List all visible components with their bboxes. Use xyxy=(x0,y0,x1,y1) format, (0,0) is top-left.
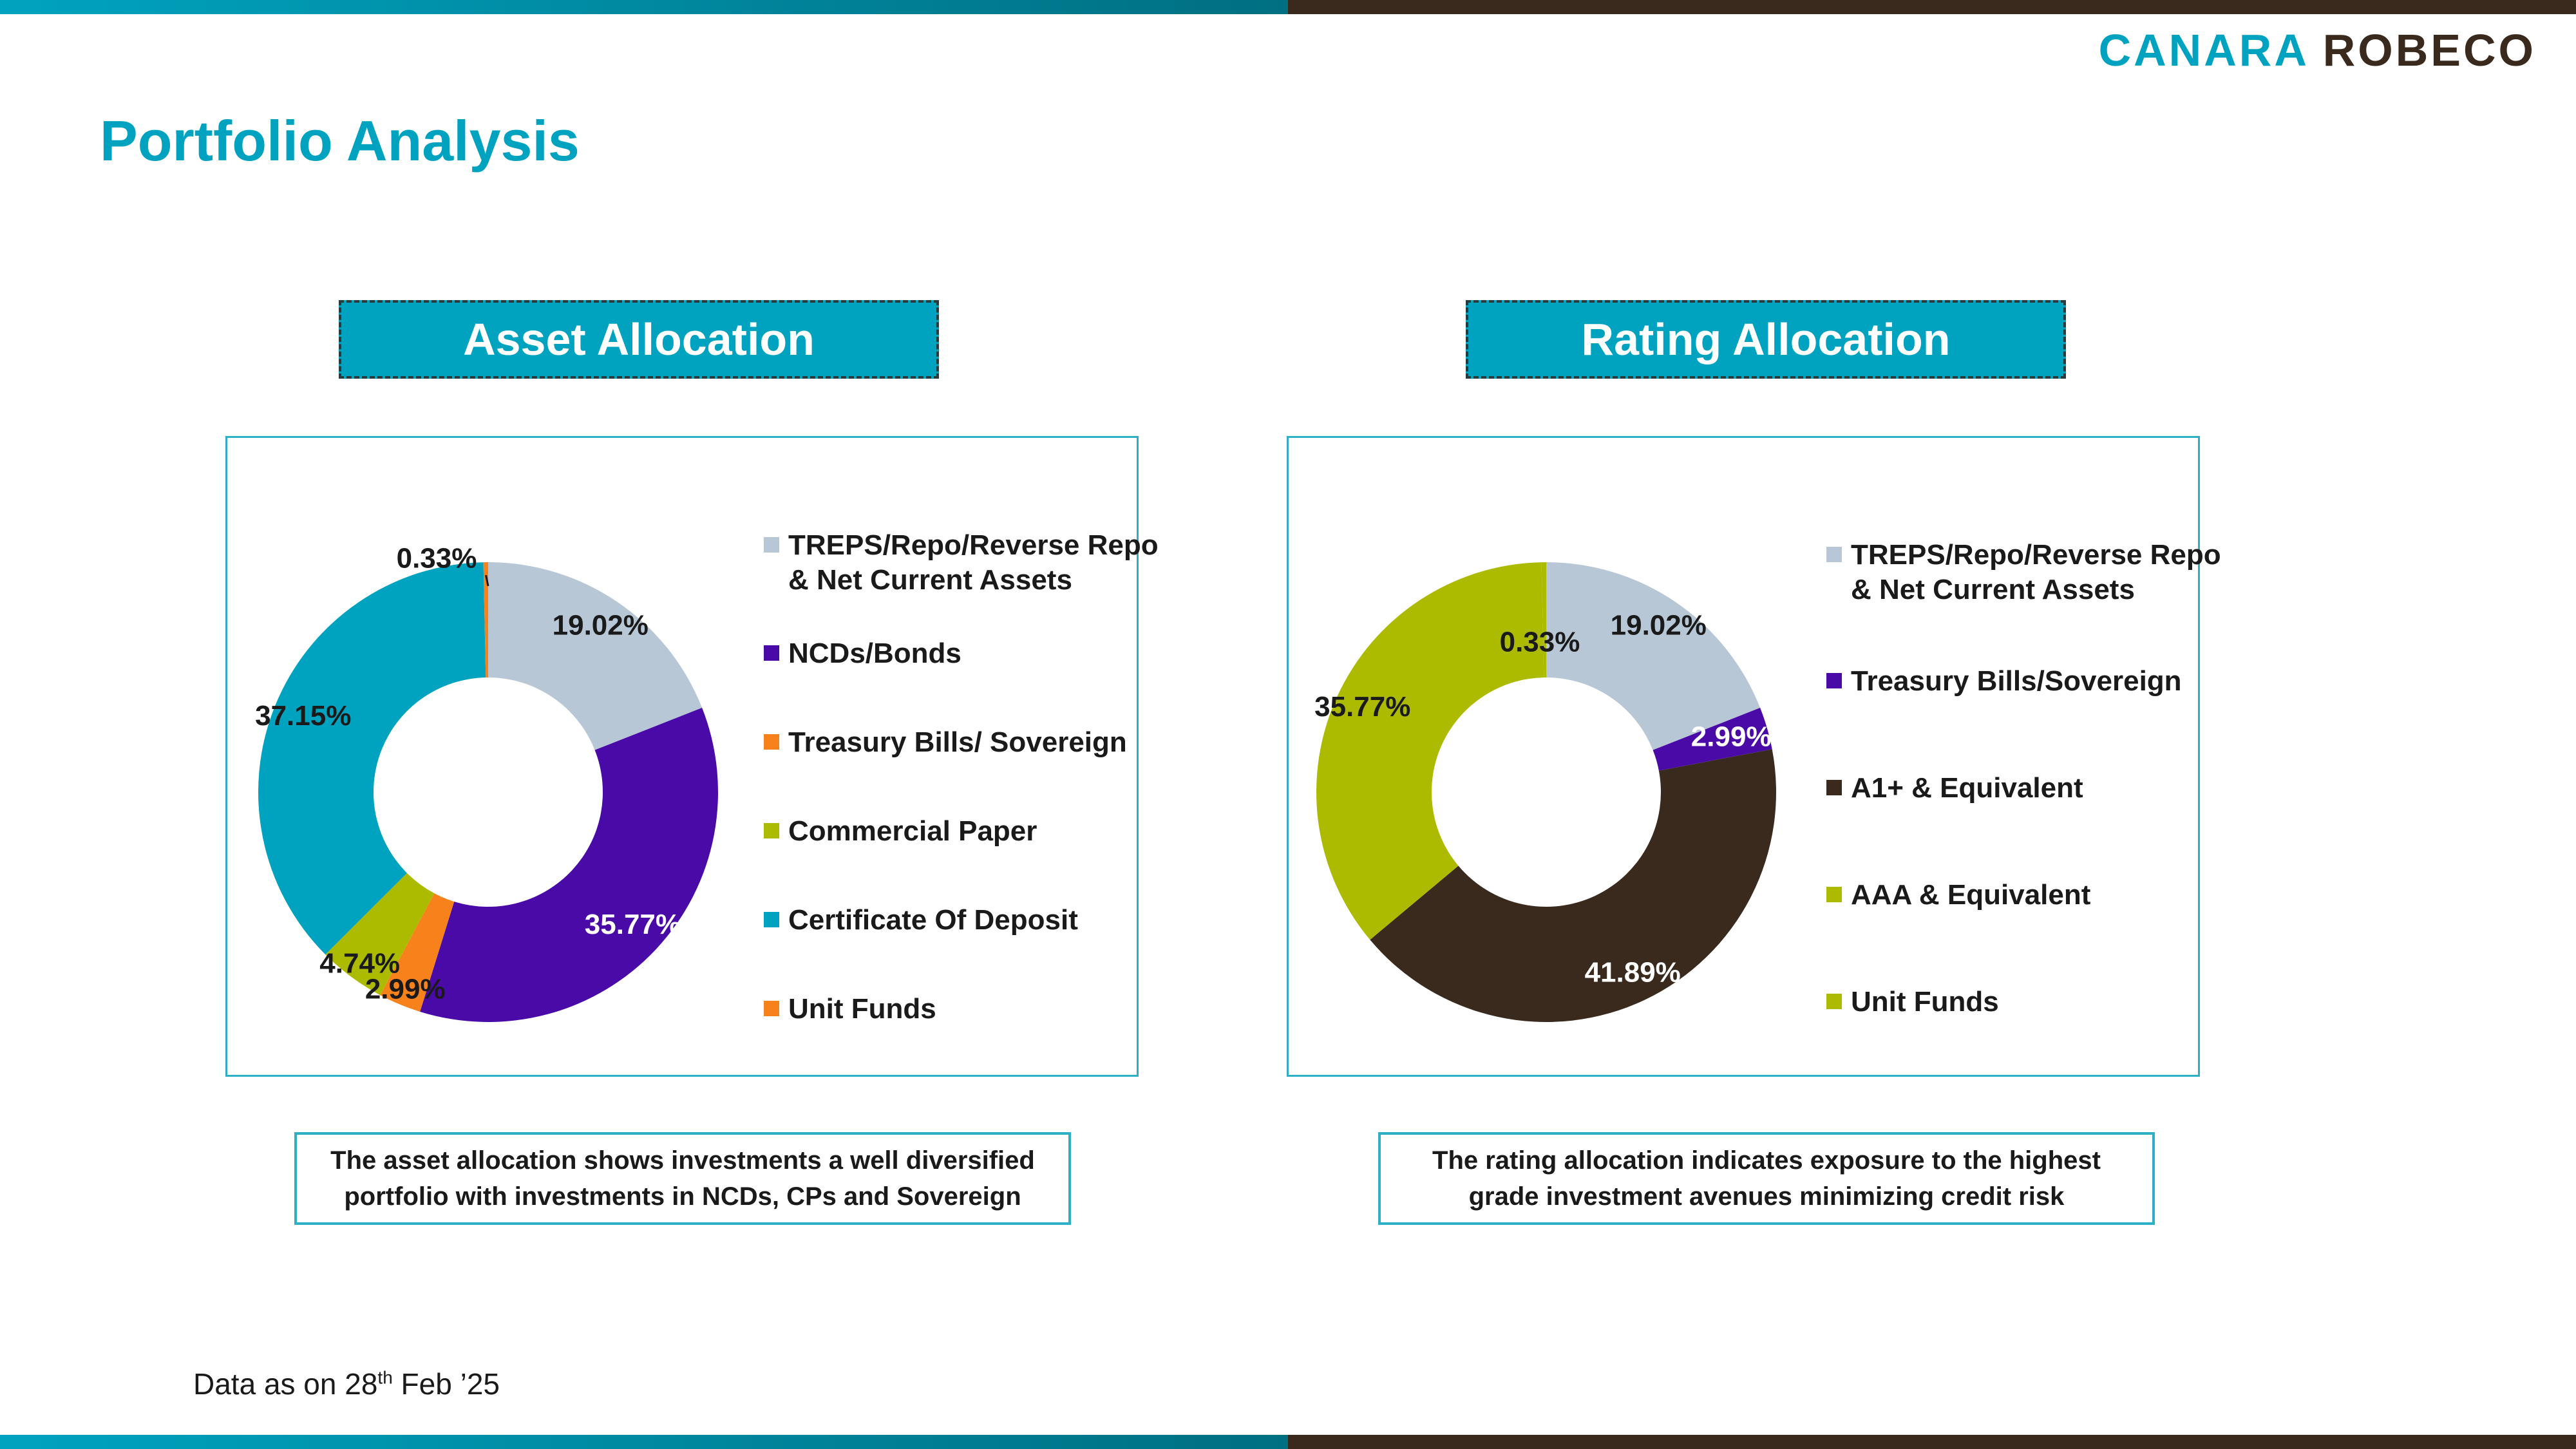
legend-swatch xyxy=(1826,887,1842,902)
bottom-accent-bar xyxy=(0,1435,2576,1449)
legend-label: Certificate Of Deposit xyxy=(788,904,1078,936)
donut-slice xyxy=(1653,707,1772,771)
legend-item: Treasury Bills/Sovereign xyxy=(1826,664,2182,699)
slice-data-label: 35.77% xyxy=(585,909,681,940)
legend-label: TREPS/Repo/Reverse Repo & Net Current Ass… xyxy=(1851,539,2221,605)
legend-item: Certificate Of Deposit xyxy=(764,903,1078,938)
donut-slice xyxy=(483,562,488,678)
legend-swatch xyxy=(1826,780,1842,795)
slice-data-label: 19.02% xyxy=(553,610,649,641)
legend-label: Treasury Bills/Sovereign xyxy=(1851,665,2182,697)
legend-label: Treasury Bills/ Sovereign xyxy=(788,726,1127,758)
top-accent-bar xyxy=(0,0,2576,14)
leader-line xyxy=(485,574,489,587)
footnote-superscript: th xyxy=(377,1367,393,1388)
slice-data-label: 35.77% xyxy=(1314,691,1410,723)
asset-allocation-donut-chart: 19.02% 35.77% 2.99%4.74% 37.15% 0.33% xyxy=(255,543,718,1022)
legend-label: NCDs/Bonds xyxy=(788,638,961,669)
slice-data-label: 0.33% xyxy=(397,543,477,574)
legend-label: A1+ & Equivalent xyxy=(1851,772,2083,804)
legend-swatch xyxy=(764,1001,779,1016)
logo-canara: CANARA xyxy=(2098,25,2308,75)
legend-swatch xyxy=(1826,547,1842,562)
slice-data-label: 37.15% xyxy=(255,700,351,732)
slice-data-label: 4.74% xyxy=(319,948,400,980)
slice-data-label: 41.89% xyxy=(1585,957,1681,989)
legend-label: AAA & Equivalent xyxy=(1851,879,2091,911)
legend-label: TREPS/Repo/Reverse Repo & Net Current Ass… xyxy=(788,529,1159,596)
legend-swatch xyxy=(1826,673,1842,688)
donut-slice xyxy=(1546,562,1761,750)
rating-allocation-donut-chart: 19.02% 2.99% 41.89% 35.77% 0.33% xyxy=(1314,562,1776,1023)
data-date-footnote: Data as on 28th Feb ’25 xyxy=(193,1367,500,1401)
donut-slice xyxy=(488,562,703,750)
legend-item: TREPS/Repo/Reverse Repo & Net Current Ass… xyxy=(764,528,1159,598)
slice-data-label: 0.33% xyxy=(1500,627,1580,658)
donut-slice xyxy=(1370,749,1776,1023)
legend-swatch xyxy=(764,912,779,927)
rating-allocation-chart-box: 19.02% 2.99% 41.89% 35.77% 0.33% TREPS/Repo/… xyxy=(1287,436,2221,1077)
legend-item: NCDs/Bonds xyxy=(764,636,961,671)
donut-slice xyxy=(380,893,455,1012)
donut-slice xyxy=(420,707,718,1022)
canara-robeco-logo: CANARA ROBECO xyxy=(2099,24,2536,76)
donut-slice xyxy=(1541,562,1546,678)
legend-label: Unit Funds xyxy=(788,993,936,1025)
legend-item: TREPS/Repo/Reverse Repo & Net Current Ass… xyxy=(1826,538,2221,607)
footnote-prefix: Data as on 28 xyxy=(193,1367,378,1401)
legend-item: AAA & Equivalent xyxy=(1826,878,2090,913)
slice-data-label: 2.99% xyxy=(365,974,446,1005)
legend-swatch xyxy=(764,537,779,553)
legend-swatch xyxy=(764,734,779,750)
legend-item: Commercial Paper xyxy=(764,814,1037,849)
legend-swatch xyxy=(1826,994,1842,1009)
legend-item: A1+ & Equivalent xyxy=(1826,771,2083,806)
logo-robeco: ROBECO xyxy=(2322,25,2536,75)
page-title: Portfolio Analysis xyxy=(100,109,580,173)
rating-allocation-note: The rating allocation indicates exposure… xyxy=(1378,1132,2155,1225)
legend-item: Unit Funds xyxy=(1826,985,1999,1019)
footnote-suffix: Feb ’25 xyxy=(392,1367,500,1401)
donut-slice xyxy=(258,562,486,955)
asset-allocation-chart-box: 19.02% 35.77% 2.99% 4.74% 37.15% 0.33% TREPS/… xyxy=(225,436,1159,1077)
slice-data-label: 2.99% xyxy=(1691,721,1772,752)
asset-allocation-note: The asset allocation shows investments a… xyxy=(294,1132,1071,1225)
asset-allocation-heading: Asset Allocation xyxy=(339,300,939,379)
slice-data-label: 19.02% xyxy=(1611,610,1707,641)
legend-swatch xyxy=(764,645,779,661)
legend-label: Commercial Paper xyxy=(788,815,1037,847)
legend-label: Unit Funds xyxy=(1851,986,1999,1018)
donut-slice xyxy=(325,873,435,996)
donut-slice xyxy=(1316,562,1544,940)
legend-item: Unit Funds xyxy=(764,992,936,1027)
rating-allocation-heading: Rating Allocation xyxy=(1466,300,2066,379)
legend-item: Treasury Bills/ Sovereign xyxy=(764,725,1127,760)
legend-swatch xyxy=(764,823,779,838)
